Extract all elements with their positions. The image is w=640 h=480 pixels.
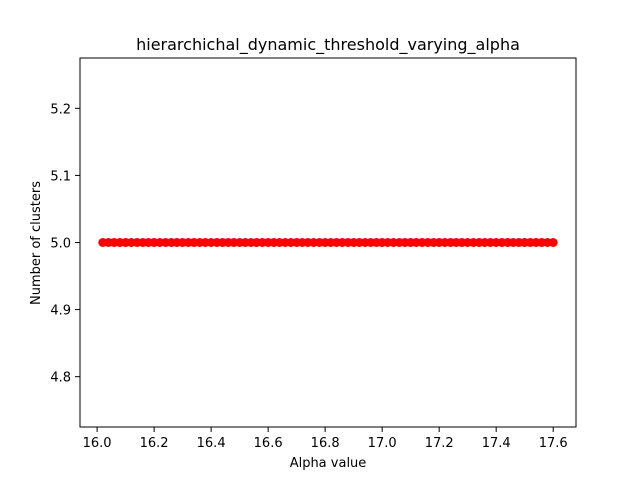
x-tick-label: 16.4 <box>197 436 226 451</box>
data-points <box>98 238 558 247</box>
x-tick-label: 16.6 <box>254 436 283 451</box>
x-axis-label: Alpha value <box>290 456 367 471</box>
y-tick-label: 5.1 <box>50 169 71 184</box>
y-tick-label: 5.0 <box>50 237 71 252</box>
x-tick-label: 16.8 <box>311 436 340 451</box>
y-tick-label: 4.8 <box>50 371 71 386</box>
x-tick-label: 17.6 <box>539 436 568 451</box>
x-tick-label: 16.2 <box>140 436 169 451</box>
y-tick-label: 5.2 <box>50 102 71 117</box>
x-tick-label: 17.0 <box>368 436 397 451</box>
chart-title: hierarchichal_dynamic_threshold_varying_… <box>136 35 520 55</box>
y-axis-ticks: 4.8 4.9 5.0 5.1 5.2 <box>50 102 80 386</box>
x-tick-label: 17.2 <box>425 436 454 451</box>
y-tick-label: 4.9 <box>50 304 71 319</box>
x-axis-ticks: 16.0 16.2 16.4 16.6 16.8 17.0 17.2 17.4 17.6 <box>83 427 568 451</box>
x-tick-label: 16.0 <box>83 436 112 451</box>
x-tick-label: 17.4 <box>482 436 511 451</box>
data-point <box>548 238 558 247</box>
y-axis-label: Number of clusters <box>29 181 44 305</box>
